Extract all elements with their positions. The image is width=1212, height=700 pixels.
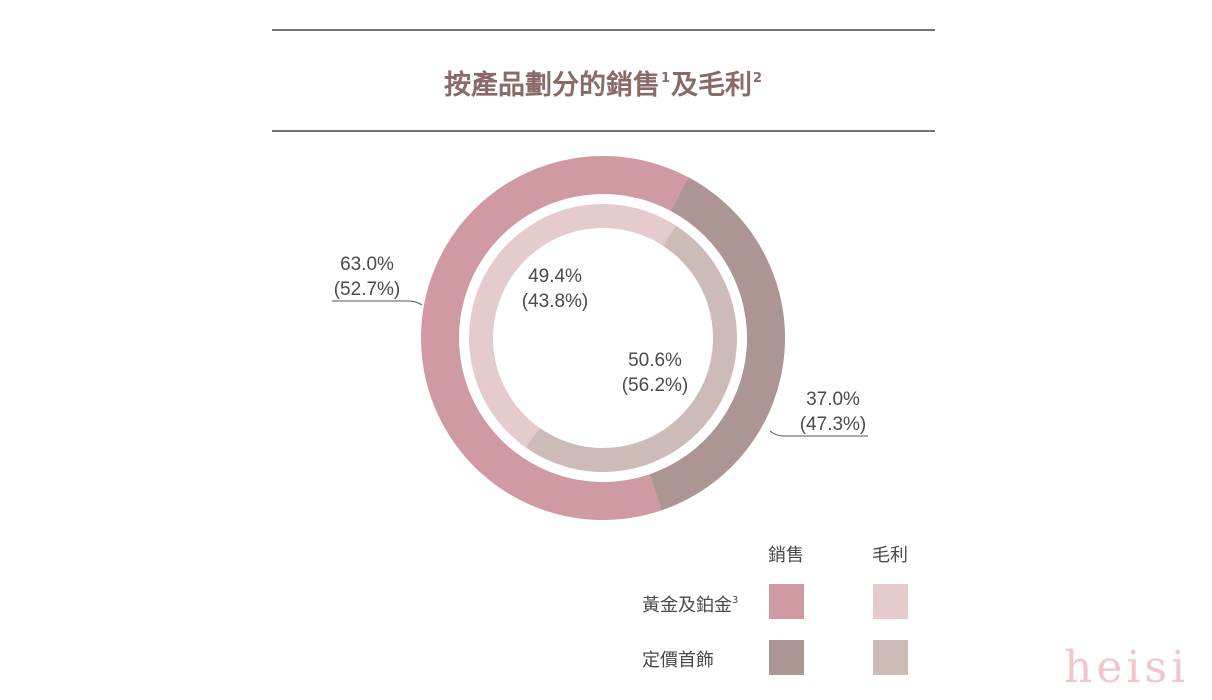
label-sales-fixed-prior: (47.3%) — [800, 414, 867, 435]
watermark: heisi — [1064, 642, 1190, 693]
legend-header-sales: 銷售 — [768, 545, 804, 566]
leader-line-sales-fixed — [769, 430, 868, 437]
label-sales-gold-prior: (52.7%) — [334, 279, 401, 300]
top-rule — [272, 29, 935, 31]
chart-title: 按產品劃分的銷售1及毛利2 — [272, 62, 935, 103]
sales-ring — [421, 156, 785, 520]
margin-slice-fixed — [525, 225, 738, 473]
swatch-margin-gold — [873, 584, 908, 619]
sales-slice-fixed — [649, 177, 785, 511]
swatch-sales-fixed — [769, 640, 804, 675]
title-text-mid: 及毛利 — [671, 70, 752, 101]
legend-header-margin: 毛利 — [872, 545, 908, 566]
swatch-margin-fixed — [873, 640, 908, 675]
label-margin-gold-prior: (43.8%) — [522, 291, 589, 312]
label-margin-fixed: 50.6% — [628, 350, 682, 371]
label-sales-fixed: 37.0% — [806, 389, 860, 410]
legend-row-gold-text: 黃金及鉑金 — [642, 595, 732, 616]
legend-row-gold: 黃金及鉑金3 — [642, 591, 738, 617]
swatch-sales-gold — [769, 584, 804, 619]
sales-slice-gold — [421, 156, 689, 520]
title-footnote-1: 1 — [660, 71, 670, 86]
margin-slice-gold — [469, 204, 676, 448]
legend-row-fixed: 定價首飾 — [642, 650, 714, 671]
legend-row-gold-footnote: 3 — [732, 595, 739, 606]
margin-ring — [469, 204, 738, 473]
label-margin-fixed-prior: (56.2%) — [622, 375, 689, 396]
label-margin-gold: 49.4% — [528, 266, 582, 287]
label-sales-gold: 63.0% — [340, 254, 394, 275]
bottom-rule — [272, 130, 935, 132]
leader-line-sales-gold — [332, 300, 423, 306]
title-footnote-2: 2 — [753, 71, 763, 86]
title-text: 按產品劃分的銷售 — [443, 70, 660, 101]
